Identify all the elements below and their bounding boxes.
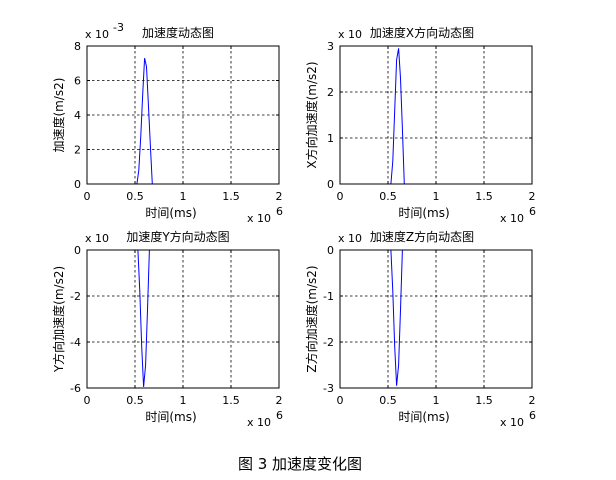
y-axis-label: Y方向加速度(m/s2) [51, 266, 66, 373]
x-tick-label: 0 [337, 190, 344, 203]
x-exponent: 6 [529, 205, 536, 218]
y-tick-label: -2 [70, 290, 81, 303]
y-multiplier: x 10 [85, 232, 109, 245]
y-tick-label: 8 [74, 40, 81, 53]
figure-caption: 图 3 加速度变化图 [238, 455, 362, 473]
x-axis-label: 时间(ms) [398, 410, 449, 424]
x-axis-label: 时间(ms) [145, 410, 196, 424]
y-exponent: -3 [113, 21, 124, 34]
y-multiplier: x 10 [85, 28, 109, 41]
y-tick-label: -2 [323, 336, 334, 349]
y-axis-label: 加速度(m/s2) [51, 78, 66, 153]
y-tick-label: 0 [74, 178, 81, 191]
x-tick-label: 0 [84, 190, 91, 203]
x-tick-label: 1 [433, 394, 440, 407]
x-exponent: 6 [276, 409, 283, 422]
y-tick-label: -3 [323, 382, 334, 395]
subplot-title: 加速度Y方向动态图 [126, 229, 229, 244]
subplot-title: 加速度Z方向动态图 [370, 229, 474, 244]
x-tick-label: 0 [84, 394, 91, 407]
x-tick-label: 1 [180, 190, 187, 203]
x-axis-label: 时间(ms) [145, 206, 196, 220]
series-line [340, 48, 532, 185]
subplot-title: 加速度动态图 [142, 25, 214, 40]
y-tick-label: 6 [74, 75, 81, 88]
x-tick-label: 0.5 [379, 190, 397, 203]
y-multiplier: x 10 [338, 232, 362, 245]
y-tick-label: 1 [327, 132, 334, 145]
x-multiplier: x 10 [247, 212, 271, 225]
x-tick-label: 2 [276, 190, 283, 203]
x-tick-label: 2 [529, 394, 536, 407]
y-multiplier: x 10 [338, 28, 362, 41]
x-tick-label: 0.5 [379, 394, 397, 407]
x-exponent: 6 [529, 409, 536, 422]
x-tick-label: 1.5 [475, 394, 493, 407]
y-tick-label: 2 [327, 86, 334, 99]
subplot-title: 加速度X方向动态图 [370, 25, 474, 40]
x-tick-label: 1.5 [475, 190, 493, 203]
y-tick-label: 0 [327, 178, 334, 191]
series-line [87, 249, 279, 387]
x-axis-label: 时间(ms) [398, 206, 449, 220]
y-axis-label: X方向加速度(m/s2) [304, 61, 319, 168]
x-tick-label: 0.5 [126, 190, 144, 203]
x-multiplier: x 10 [500, 416, 524, 429]
x-multiplier: x 10 [500, 212, 524, 225]
y-tick-label: 2 [74, 144, 81, 157]
y-tick-label: 0 [74, 244, 81, 257]
y-tick-label: 4 [74, 109, 81, 122]
x-tick-label: 2 [276, 394, 283, 407]
series-line [340, 249, 532, 386]
series-line [87, 57, 279, 185]
x-tick-label: 1.5 [222, 394, 240, 407]
x-tick-label: 1 [433, 190, 440, 203]
x-tick-label: 2 [529, 190, 536, 203]
x-tick-label: 0.5 [126, 394, 144, 407]
x-exponent: 6 [276, 205, 283, 218]
x-tick-label: 0 [337, 394, 344, 407]
y-axis-label: Z方向加速度(m/s2) [304, 265, 319, 372]
y-tick-label: -6 [70, 382, 81, 395]
x-tick-label: 1 [180, 394, 187, 407]
y-tick-label: 3 [327, 40, 334, 53]
y-tick-label: 0 [327, 244, 334, 257]
x-multiplier: x 10 [247, 416, 271, 429]
y-tick-label: -1 [323, 290, 334, 303]
x-tick-label: 1.5 [222, 190, 240, 203]
y-tick-label: -4 [70, 336, 81, 349]
